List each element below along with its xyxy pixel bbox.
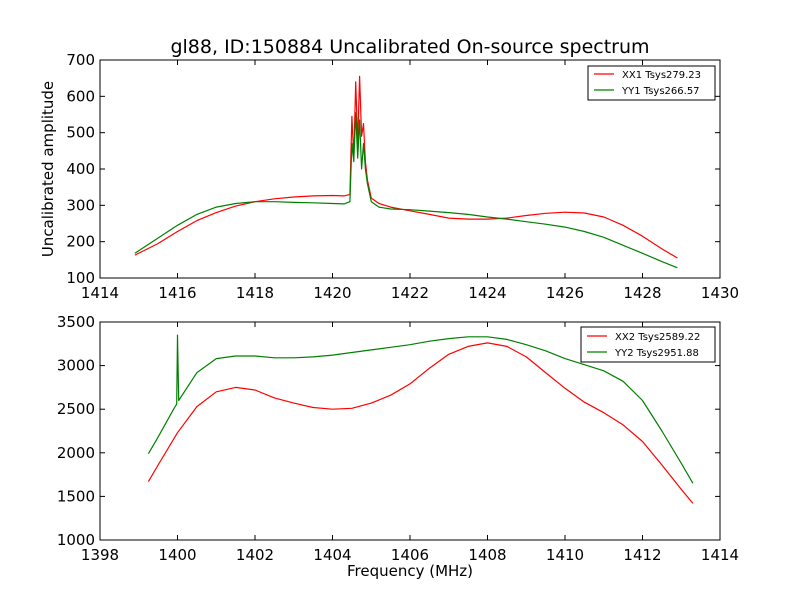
bottom-legend-box xyxy=(580,326,716,363)
bottom-x-tick-label: 1404 xyxy=(313,546,351,564)
top-legend-label-yy1: YY1 Tsys266.57 xyxy=(621,86,700,97)
top-ticks: 1414 1416 1418 1420 1422 1424 1426 1428 1430 100 2… xyxy=(66,51,739,302)
bottom-x-tick-label: 1400 xyxy=(158,546,196,564)
top-legend-label-xx1: XX1 Tsys279.23 xyxy=(622,70,701,81)
bottom-legend-label-xx2: XX2 Tsys2589.22 xyxy=(615,332,700,343)
top-y-tick-label: 400 xyxy=(66,160,95,178)
top-y-tick-label: 200 xyxy=(66,233,95,251)
bottom-legend-label-yy2: YY2 Tsys2951.88 xyxy=(614,348,699,359)
bottom-x-tick-label: 1398 xyxy=(81,546,119,564)
x-axis-label: Frequency (MHz) xyxy=(347,562,473,580)
bottom-y-tick-label: 2500 xyxy=(57,400,95,418)
bottom-y-tick-label: 2000 xyxy=(57,444,95,462)
bottom-panel: 1398 1400 1402 1404 1406 1408 1410 1412 1414 1000… xyxy=(57,313,739,580)
top-series-xx1-line xyxy=(134,75,678,259)
top-legend: XX1 Tsys279.23 YY1 Tsys266.57 xyxy=(587,65,716,101)
bottom-x-tick-label: 1406 xyxy=(391,546,429,564)
top-x-tick-label: 1416 xyxy=(158,284,196,302)
bottom-series-layer xyxy=(147,334,694,504)
chart-title: gl88, ID:150884 Uncalibrated On-source s… xyxy=(170,36,649,58)
top-y-tick-label: 700 xyxy=(66,51,95,69)
top-series-yy1-line xyxy=(134,112,678,269)
top-y-tick-label: 100 xyxy=(66,269,95,287)
bottom-series-yy2-line xyxy=(147,334,694,484)
bottom-y-tick-label: 3000 xyxy=(57,357,95,375)
top-x-tick-label: 1426 xyxy=(546,284,584,302)
bottom-x-tick-label: 1412 xyxy=(623,546,661,564)
top-x-tick-label: 1414 xyxy=(81,284,119,302)
top-y-axis-label: Uncalibrated amplitude xyxy=(39,81,57,257)
top-x-tick-label: 1418 xyxy=(236,284,274,302)
bottom-x-tick-label: 1402 xyxy=(236,546,274,564)
top-panel: 1414 1416 1418 1420 1422 1424 1426 1428 1430 100 2… xyxy=(39,51,739,302)
bottom-y-tick-label: 3500 xyxy=(57,313,95,331)
top-y-tick-label: 500 xyxy=(66,124,95,142)
top-x-tick-label: 1424 xyxy=(468,284,506,302)
top-x-tick-label: 1430 xyxy=(701,284,739,302)
bottom-x-tick-label: 1410 xyxy=(546,546,584,564)
top-series-layer xyxy=(134,75,678,269)
top-y-tick-label: 300 xyxy=(66,196,95,214)
bottom-series-xx2-line xyxy=(147,342,694,504)
bottom-legend: XX2 Tsys2589.22 YY2 Tsys2951.88 xyxy=(580,326,716,363)
bottom-ticks: 1398 1400 1402 1404 1406 1408 1410 1412 1414 1000… xyxy=(57,313,739,564)
top-x-tick-label: 1422 xyxy=(391,284,429,302)
bottom-y-tick-label: 1000 xyxy=(57,531,95,549)
top-x-tick-label: 1428 xyxy=(623,284,661,302)
bottom-y-tick-label: 1500 xyxy=(57,487,95,505)
top-legend-box xyxy=(587,65,716,101)
bottom-x-tick-label: 1408 xyxy=(468,546,506,564)
top-y-tick-label: 600 xyxy=(66,87,95,105)
bottom-x-tick-label: 1414 xyxy=(701,546,739,564)
top-x-tick-label: 1420 xyxy=(313,284,351,302)
